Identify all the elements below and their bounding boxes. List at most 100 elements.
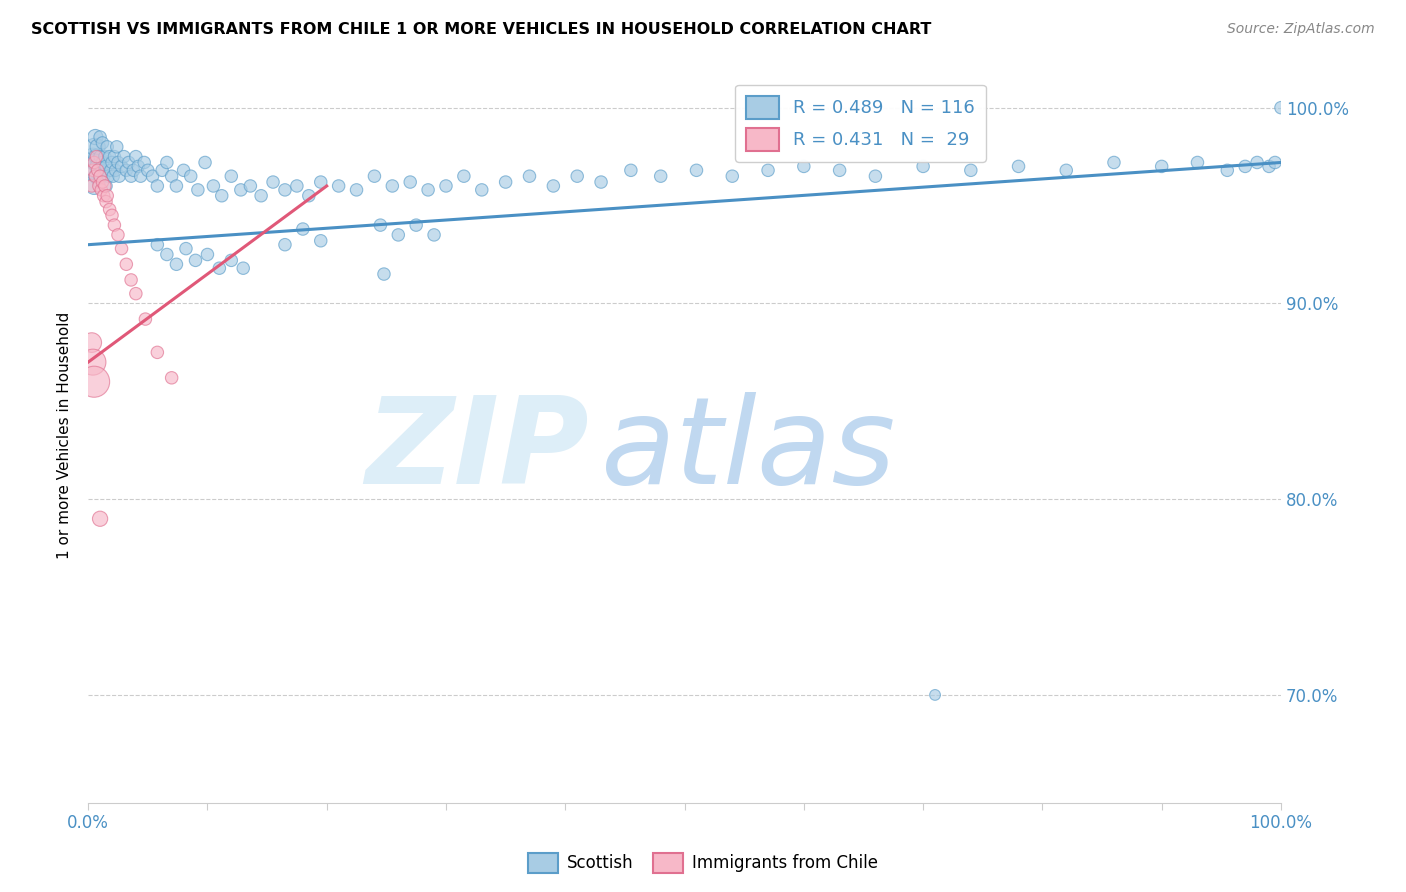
Point	[110, 160, 132, 174]
Point	[83, 375, 105, 389]
Point	[82, 163, 104, 178]
Point	[86, 150, 108, 164]
Point	[187, 183, 209, 197]
Point	[90, 163, 112, 178]
Point	[274, 237, 297, 252]
Point	[399, 175, 422, 189]
Text: ZIP: ZIP	[366, 392, 589, 508]
Point	[100, 163, 122, 178]
Point	[721, 169, 744, 184]
Point	[86, 150, 108, 164]
Point	[197, 247, 219, 261]
Point	[156, 247, 179, 261]
Point	[105, 140, 128, 154]
Point	[89, 169, 111, 184]
Point	[221, 253, 243, 268]
Point	[134, 312, 156, 326]
Point	[82, 150, 104, 164]
Point	[86, 160, 108, 174]
Point	[146, 237, 169, 252]
Point	[370, 218, 392, 232]
Point	[346, 183, 368, 197]
Point	[828, 163, 851, 178]
Point	[202, 178, 225, 193]
Point	[103, 150, 125, 164]
Point	[86, 140, 108, 154]
Point	[194, 155, 217, 169]
Point	[98, 150, 121, 164]
Point	[87, 175, 110, 189]
Point	[112, 150, 135, 164]
Point	[83, 178, 105, 193]
Point	[94, 178, 117, 193]
Y-axis label: 1 or more Vehicles in Household: 1 or more Vehicles in Household	[58, 312, 72, 559]
Point	[104, 163, 127, 178]
Point	[232, 261, 254, 276]
Point	[180, 169, 202, 184]
Point	[211, 188, 233, 202]
Point	[291, 222, 314, 236]
Point	[285, 178, 308, 193]
Point	[165, 257, 187, 271]
Point	[1007, 160, 1029, 174]
Point	[103, 169, 125, 184]
Point	[86, 169, 108, 184]
Point	[453, 169, 475, 184]
Point	[107, 155, 129, 169]
Point	[1054, 163, 1077, 178]
Point	[91, 155, 114, 169]
Point	[471, 183, 494, 197]
Point	[208, 261, 231, 276]
Point	[94, 160, 117, 174]
Point	[87, 178, 110, 193]
Point	[156, 155, 179, 169]
Point	[756, 163, 779, 178]
Point	[543, 178, 565, 193]
Point	[1216, 163, 1239, 178]
Point	[93, 169, 115, 184]
Point	[589, 175, 612, 189]
Point	[150, 163, 173, 178]
Point	[298, 188, 321, 202]
Point	[82, 355, 104, 369]
Point	[1270, 101, 1292, 115]
Point	[101, 155, 124, 169]
Point	[423, 227, 446, 242]
Point	[136, 163, 159, 178]
Point	[567, 169, 589, 184]
Point	[83, 155, 105, 169]
Point	[94, 194, 117, 209]
Point	[90, 183, 112, 197]
Point	[125, 286, 148, 301]
Legend: R = 0.489   N = 116, R = 0.431   N =  29: R = 0.489 N = 116, R = 0.431 N = 29	[735, 85, 986, 162]
Point	[262, 175, 284, 189]
Point	[97, 169, 120, 184]
Text: atlas: atlas	[600, 392, 897, 508]
Point	[120, 169, 142, 184]
Point	[519, 169, 541, 184]
Point	[912, 160, 935, 174]
Point	[160, 371, 183, 385]
Point	[250, 188, 273, 202]
Point	[650, 169, 672, 184]
Point	[1246, 155, 1268, 169]
Point	[91, 175, 114, 189]
Point	[86, 163, 108, 178]
Point	[924, 688, 946, 702]
Point	[94, 178, 117, 193]
Point	[110, 242, 132, 256]
Point	[495, 175, 517, 189]
Point	[174, 242, 197, 256]
Point	[118, 155, 141, 169]
Point	[89, 150, 111, 164]
Point	[239, 178, 262, 193]
Point	[620, 163, 643, 178]
Point	[96, 140, 118, 154]
Point	[274, 183, 297, 197]
Point	[373, 267, 395, 281]
Point	[1187, 155, 1209, 169]
Point	[80, 335, 103, 350]
Point	[184, 253, 207, 268]
Point	[84, 130, 107, 145]
Point	[1102, 155, 1125, 169]
